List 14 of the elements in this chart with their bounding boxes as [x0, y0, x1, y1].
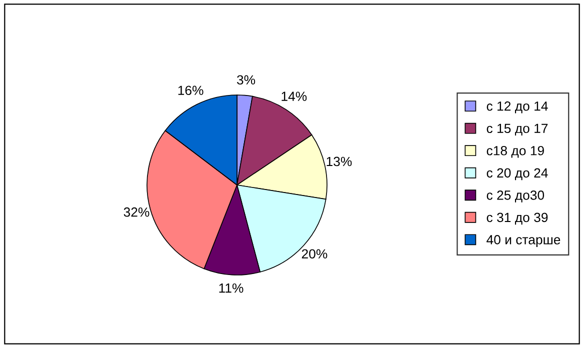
data-label: 13% — [326, 156, 352, 166]
legend-label: с 25 до30 — [486, 190, 544, 202]
legend-label: с 12 до 14 — [486, 101, 548, 114]
data-label: 32% — [124, 207, 150, 217]
legend-label: с18 до 19 — [486, 146, 544, 158]
data-label: 20% — [302, 249, 328, 259]
data-label: 3% — [236, 75, 256, 85]
data-label: 16% — [178, 86, 204, 96]
legend-label: с 15 до 17 — [486, 124, 548, 136]
legend-label: 40 и старше — [486, 235, 560, 247]
legend-label: с 20 до 24 — [486, 168, 548, 180]
data-label: 11% — [219, 283, 244, 293]
legend-label: с 31 до 39 — [486, 212, 548, 225]
data-label: 14% — [282, 92, 307, 101]
